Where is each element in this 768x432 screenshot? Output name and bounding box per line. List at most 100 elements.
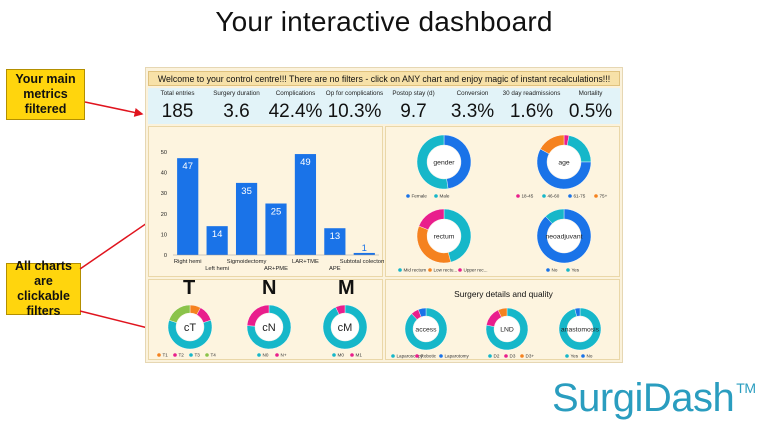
- donut-center-label: neoadjuvant: [545, 233, 582, 240]
- surgidash-logo: SurgiDash TM: [552, 376, 756, 421]
- legend-item-upper-rec[interactable]: Upper rec...: [464, 268, 488, 273]
- legend-item-m0[interactable]: M0: [338, 353, 345, 358]
- legend-item-laparotomy[interactable]: Laparotomy: [445, 354, 470, 359]
- legend-item-d3[interactable]: D3+: [526, 354, 535, 359]
- slice-laparoscopy[interactable]: [404, 307, 448, 351]
- logo-trademark: TM: [736, 380, 756, 396]
- slice-d2[interactable]: [485, 307, 529, 351]
- slice-male[interactable]: [416, 134, 449, 190]
- legend-swatch: [546, 268, 550, 272]
- legend-swatch: [257, 353, 261, 357]
- metric-label: Surgery duration: [213, 90, 260, 97]
- legend-item-75[interactable]: 75+: [600, 194, 608, 199]
- procedure-bar-panel[interactable]: 0 10 20 30 40 50 47 Right hemi 14 Left hemi 35 Sigm…: [148, 126, 384, 278]
- donut-neoadjuvant[interactable]: neoadjuvant: [536, 208, 592, 264]
- metric-label: Postop stay (d): [392, 90, 435, 97]
- donut-hole: [255, 313, 283, 341]
- metric-value: 1.6%: [509, 101, 554, 122]
- bar-lar-tme[interactable]: [294, 154, 317, 255]
- x-category-label: Subtotal colectomy: [340, 259, 384, 265]
- slice-upper-rec[interactable]: [418, 208, 445, 231]
- legend-item-61-75[interactable]: 61-75: [574, 194, 586, 199]
- metric-label: 30 day readmissions: [502, 90, 561, 97]
- legend-item-no[interactable]: No: [552, 268, 558, 273]
- donut-lnd[interactable]: LND: [485, 307, 529, 351]
- bar-ar-pme[interactable]: [265, 203, 287, 256]
- metric-conversion: Conversion 3.3%: [443, 88, 502, 124]
- legend-item-mid-rectum[interactable]: Mid rectum: [404, 268, 427, 273]
- legend-item-n0[interactable]: N0: [263, 353, 269, 358]
- slice-75[interactable]: [540, 134, 565, 155]
- donut-access[interactable]: access: [404, 307, 448, 351]
- tnm-letter-m: M: [338, 277, 355, 299]
- slice-m0[interactable]: [322, 304, 368, 350]
- procedure-bar-chart[interactable]: 0 10 20 30 40 50 47 Right hemi 14 Left hemi 35 Sigm…: [149, 127, 384, 278]
- legend-item-t1[interactable]: T1: [163, 353, 169, 358]
- donut-cm[interactable]: cM: [322, 304, 368, 350]
- bar-value-label: 47: [182, 161, 193, 172]
- legend-swatch: [415, 354, 419, 358]
- metric-value: 9.7: [400, 101, 427, 122]
- bar-sigmoidectomy[interactable]: [235, 182, 258, 255]
- legend-item-t3[interactable]: T3: [195, 353, 201, 358]
- legend-item-t4[interactable]: T4: [211, 353, 217, 358]
- slice-yes[interactable]: [558, 307, 602, 351]
- bar-value-label: 35: [241, 186, 252, 197]
- donut-cn[interactable]: cN: [246, 304, 292, 350]
- legend-item-d3[interactable]: D3: [510, 354, 516, 359]
- legend-item-no[interactable]: No: [587, 354, 593, 359]
- legend-item-yes[interactable]: Yes: [571, 354, 579, 359]
- legend-item-46-60[interactable]: 46-60: [548, 194, 560, 199]
- tnm-donuts[interactable]: cT T1 T2 T3 T4 cN N0 N+ cM M0 M1: [149, 280, 384, 361]
- bar-left-hemi[interactable]: [206, 226, 228, 255]
- surgery-panel: Surgery details and quality access Laparo…: [385, 279, 620, 360]
- bar-ape[interactable]: [324, 228, 346, 255]
- slice-n[interactable]: [246, 304, 270, 327]
- metric-postop-stay-d: Postop stay (d) 9.7: [384, 88, 443, 124]
- legend-item-18-45[interactable]: 18-45: [522, 194, 534, 199]
- donut-age[interactable]: age: [536, 134, 592, 190]
- legend-item-t2[interactable]: T2: [179, 353, 185, 358]
- slice-t4[interactable]: [168, 304, 191, 323]
- metric-value: 3.6: [223, 101, 250, 122]
- legend-item-yes[interactable]: Yes: [572, 268, 580, 273]
- slice-laparotomy[interactable]: [418, 307, 427, 318]
- demographics-donuts[interactable]: gender Female Male age 18-45 46-60 61-75 75+ rec…: [386, 127, 621, 278]
- metric-value: 3.3%: [450, 101, 495, 122]
- legend-item-low-rectu[interactable]: Low rectu...: [434, 268, 458, 273]
- donut-center-label: anastomosis: [561, 326, 600, 333]
- legend-item-d2[interactable]: D2: [494, 354, 500, 359]
- slice-m1[interactable]: [335, 304, 346, 315]
- y-tick-label: 0: [164, 253, 167, 259]
- donut-ct[interactable]: cT: [167, 304, 213, 350]
- donut-gender[interactable]: gender: [416, 134, 472, 190]
- legend-swatch: [488, 354, 492, 358]
- metric-30-day-readmissions: 30 day readmissions 1.6%: [502, 88, 561, 124]
- metric-label: Op for complications: [325, 90, 384, 97]
- donut-hole: [427, 145, 461, 179]
- welcome-banner: Welcome to your control centre!!! There …: [148, 71, 620, 86]
- slice-n0[interactable]: [246, 304, 292, 350]
- metric-surgery-duration: Surgery duration 3.6: [207, 88, 266, 124]
- legend-item-female[interactable]: Female: [412, 194, 428, 199]
- bar-value-label: 1: [362, 243, 367, 254]
- legend-item-male[interactable]: Male: [440, 194, 450, 199]
- donut-center-label: cT: [184, 322, 197, 334]
- legend-item-m1[interactable]: M1: [356, 353, 363, 358]
- slice-yes[interactable]: [545, 208, 565, 224]
- donut-rectum[interactable]: rectum: [416, 208, 472, 264]
- legend-swatch: [565, 354, 569, 358]
- donut-anastomosis[interactable]: anastomosis: [558, 307, 602, 351]
- slice-t3[interactable]: [167, 319, 213, 350]
- slice-no[interactable]: [536, 208, 592, 264]
- slice-no[interactable]: [574, 307, 581, 317]
- legend-item-n[interactable]: N+: [281, 353, 287, 358]
- slice-d3[interactable]: [497, 307, 508, 318]
- bar-right-hemi[interactable]: [177, 158, 199, 255]
- bar-subtotal-colectomy[interactable]: [353, 252, 375, 255]
- legend-item-laparoscopy[interactable]: Laparoscopy: [397, 354, 424, 359]
- metric-mortality: Mortality 0.5%: [561, 88, 620, 124]
- legend-item-robotic[interactable]: Robotic: [421, 354, 437, 359]
- demographics-panel: gender Female Male age 18-45 46-60 61-75 75+ rec…: [385, 126, 620, 277]
